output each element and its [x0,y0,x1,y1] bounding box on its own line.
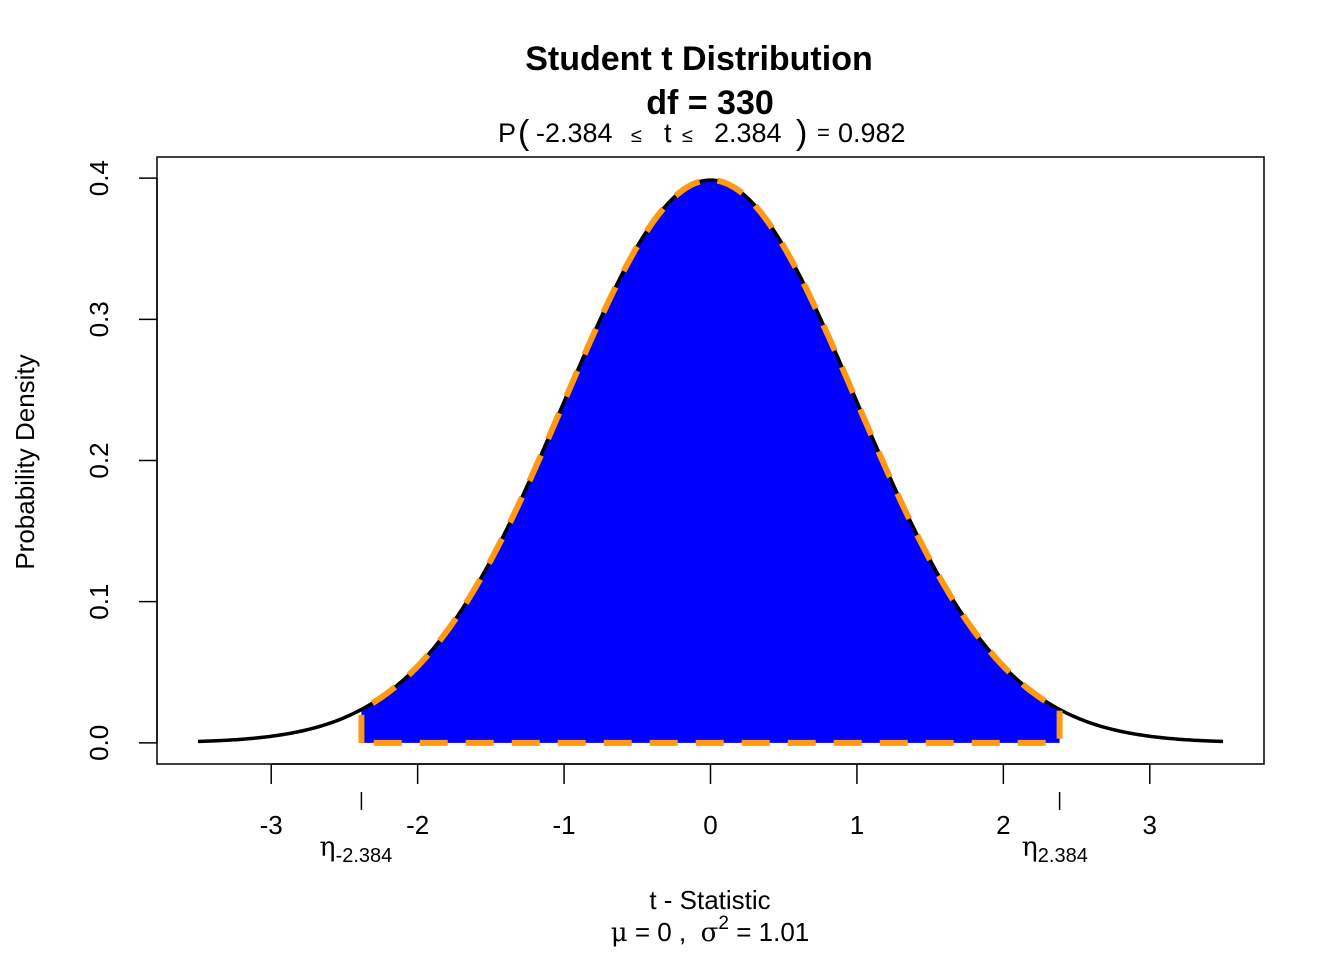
shaded-probability-region [361,180,1060,743]
y-axis: 0.0 0.1 0.2 0.3 0.4 [84,160,158,761]
eta-lower-sub: -2.384 [336,845,393,867]
eta-upper-symbol: η [1022,832,1038,863]
mu-value: = 0 , [628,917,701,947]
x-axis: -3 -2 -1 0 1 2 3 [260,763,1157,840]
plot-area [197,177,1224,746]
eta-lower-symbol: η [319,832,335,863]
x-tick-label: -2 [406,810,429,840]
prob-open-paren: ( [518,114,530,152]
prob-value: 0.982 [838,118,906,148]
sigma-value: = 1.01 [729,917,809,947]
region-outline [358,177,1063,746]
prob-equals: = [817,120,830,145]
sigma-symbol: σ [701,918,719,948]
x-tick-label: -3 [260,810,283,840]
x-tick-label: 2 [996,810,1010,840]
prob-lower: -2.384 [536,118,613,148]
prob-le-2: ≤ [682,125,693,147]
prob-variable: t [664,118,672,148]
x-tick-label: 3 [1143,810,1157,840]
chart-df-subtitle: df = 330 [646,84,774,122]
prob-close-paren: ) [796,114,807,152]
prob-le-1: ≤ [631,125,642,147]
moments-text: μ = 0 , σ2 = 1.01 [611,913,809,948]
y-tick-label: 0.3 [84,301,114,337]
eta-lower-label: η-2.384 [319,832,392,867]
density-curve [197,178,1224,744]
y-tick-label: 0.4 [84,160,114,196]
eta-upper-sub: 2.384 [1038,845,1088,867]
x-tick-label: 0 [703,810,717,840]
probability-statement: P ( -2.384 ≤ t ≤ 2.384 ) = 0.982 [498,114,906,152]
mu-symbol: μ [611,918,628,948]
y-tick-label: 0.0 [84,725,114,761]
eta-upper-label: η2.384 [1022,832,1088,867]
sigma-exponent: 2 [718,913,729,934]
x-tick-label: -1 [553,810,576,840]
x-axis-label: t - Statistic [649,885,770,915]
prob-prefix: P [498,118,516,148]
y-tick-label: 0.2 [84,442,114,478]
y-tick-label: 0.1 [84,584,114,620]
chart-title: Student t Distribution [525,40,873,78]
critical-value-markers: η-2.384 η2.384 [319,792,1088,867]
prob-upper: 2.384 [714,118,782,148]
y-axis-label: Probability Density [10,354,40,569]
x-tick-label: 1 [850,810,864,840]
